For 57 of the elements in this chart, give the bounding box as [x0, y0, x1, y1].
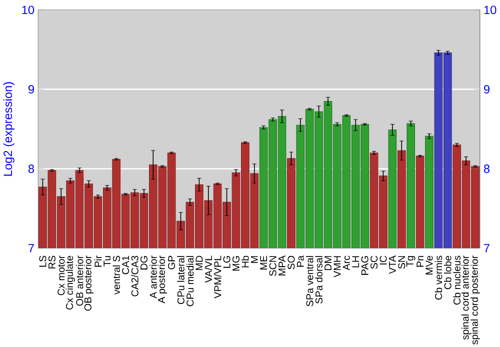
x-tick-label: Pir — [94, 255, 102, 267]
x-tick-label: PAG — [361, 256, 368, 275]
y-tick-label: 10 — [22, 5, 34, 14]
x-tick-label: M — [250, 256, 258, 263]
x-tick-label: CA2/CA3 — [131, 256, 138, 296]
x-tick-label: A posterior — [158, 255, 167, 304]
x-tick-label: spinal cord anterior — [461, 255, 471, 340]
x-tick-label: VMH — [334, 256, 341, 278]
x-tick-label: CPu lateral — [177, 256, 184, 304]
y2-tick-label: 7 — [484, 244, 490, 252]
x-tick-label: Pa — [296, 255, 304, 267]
x-tick-label: Cx cingulate — [66, 256, 75, 310]
x-tick-label: RS — [48, 256, 56, 268]
x-tick-label: Pn — [416, 256, 424, 267]
x-tick-label: Arc — [342, 255, 350, 270]
x-tick-label: VPM/VPL — [214, 256, 222, 298]
x-tick-label: SPa ventral — [306, 256, 314, 306]
x-tick-label: Cx motor — [58, 255, 65, 295]
x-tick-label: SPa dorsal — [315, 256, 322, 304]
y-axis-title: Log2 (expression) — [3, 82, 14, 176]
x-tick-label: ME — [260, 256, 268, 270]
x-tick-label: Cb lobe — [444, 256, 452, 289]
x-tick-label: Tu — [104, 256, 111, 266]
x-tick-label: GP — [168, 256, 176, 270]
x-tick-label: DG — [140, 256, 148, 270]
x-tick-label: A anterior — [150, 255, 157, 298]
x-tick-label: SC — [370, 256, 378, 269]
x-tick-label: Tg — [406, 256, 416, 267]
x-tick-label: LH — [352, 256, 360, 268]
x-tick-label: ventral S — [112, 256, 120, 294]
x-tick-label: SCN — [269, 256, 276, 276]
x-tick-label: LS — [39, 256, 46, 267]
x-tick-label: LG — [223, 256, 230, 268]
x-tick-label: SO — [288, 256, 295, 270]
y-tick-label: 9 — [28, 84, 34, 94]
x-tick-label: MVe — [426, 256, 433, 274]
y2-tick-label: 8 — [484, 164, 490, 173]
x-tick-label: Cb nucleus — [453, 256, 461, 304]
x-tick-label: Hb — [242, 256, 249, 268]
y-tick-label: 7 — [28, 244, 34, 252]
y2-tick-label: 10 — [484, 5, 496, 14]
x-tick-label: spinal cord posterior — [470, 255, 480, 344]
y-tick-label: 8 — [28, 164, 34, 173]
x-tick-label: DM — [324, 256, 332, 270]
x-tick-label: MD — [196, 256, 203, 270]
x-tick-label: OB anterior — [76, 255, 84, 306]
x-tick-label: VA/VL — [204, 256, 212, 283]
x-tick-label: VTA — [389, 255, 396, 274]
x-tick-label: CA1 — [122, 256, 130, 274]
x-tick-label: CPu medial — [186, 256, 194, 306]
x-tick-label: IC — [380, 256, 387, 264]
y2-tick-label: 9 — [484, 84, 490, 94]
x-tick-label: OB posterior — [84, 255, 94, 310]
x-tick-label: MPA — [278, 255, 286, 276]
x-tick-label: MG — [232, 256, 240, 270]
x-tick-label: SN — [398, 256, 406, 269]
x-tick-label: Cb vermis — [434, 256, 442, 300]
